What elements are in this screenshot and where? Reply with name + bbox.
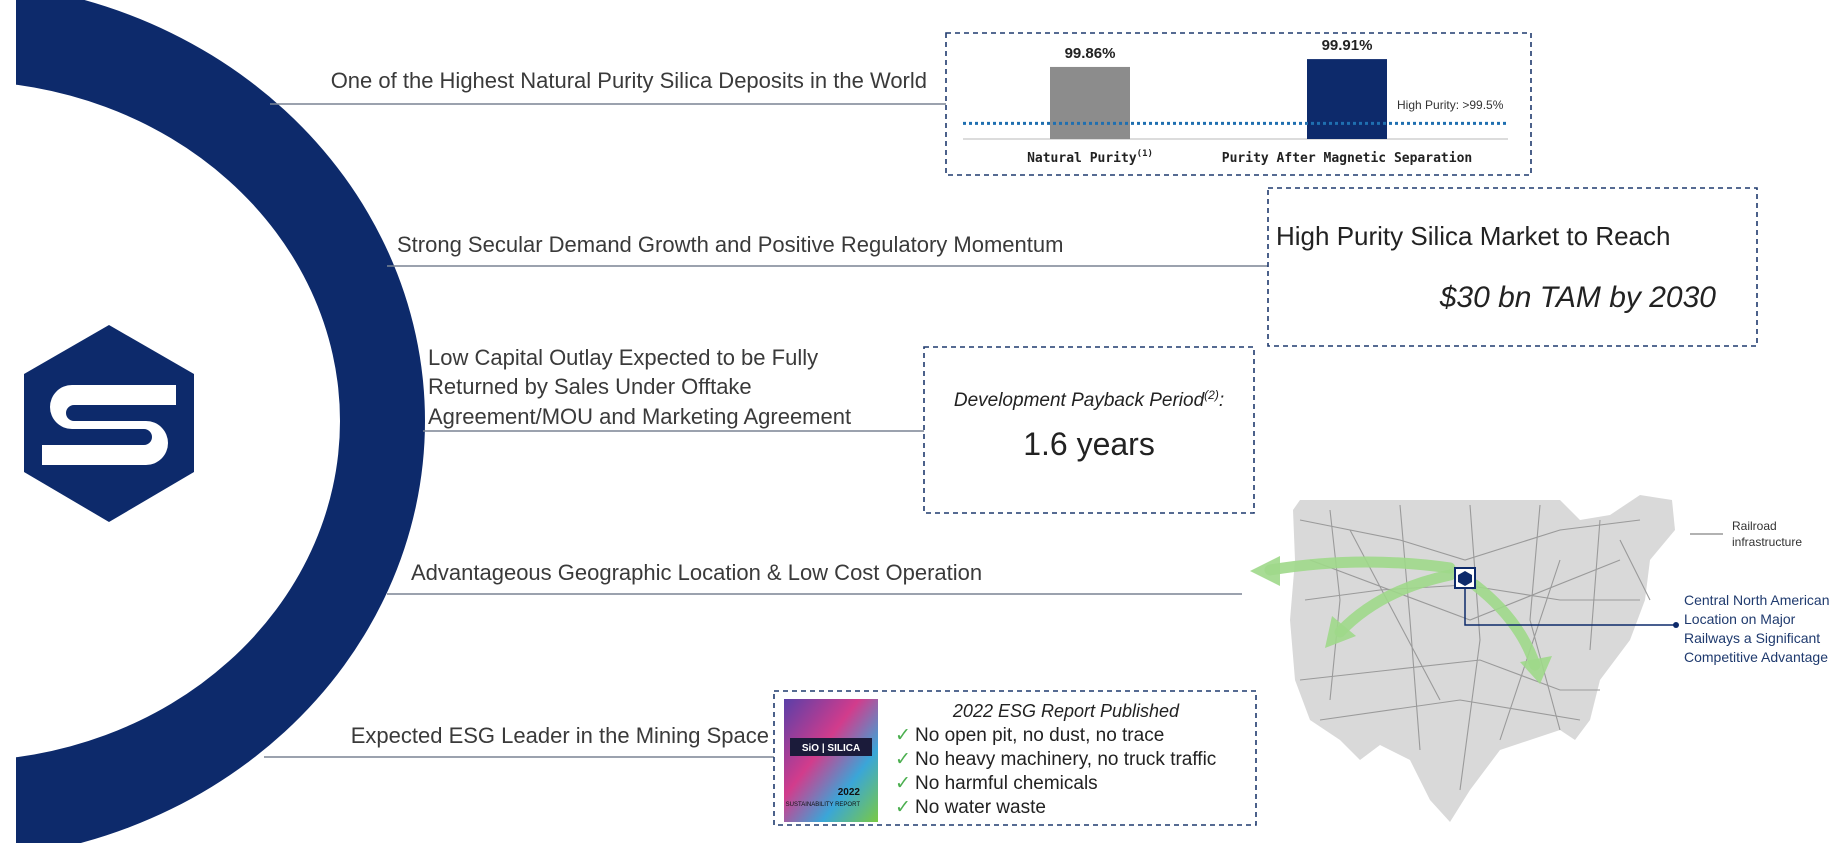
- legend-text: Railroad: [1732, 519, 1777, 533]
- callout-line: [1464, 588, 1676, 626]
- check-icon: ✓: [895, 773, 911, 794]
- arrow-head: [1325, 616, 1356, 648]
- item-text: Low Capital Outlay Expected to be Fully: [428, 345, 818, 370]
- chart-box: [945, 32, 1532, 176]
- legend-text: infrastructure: [1732, 535, 1802, 549]
- map: Railroad infrastructure Central North Am…: [1250, 495, 1830, 822]
- bullet-text: No harmful chemicals: [915, 773, 1098, 794]
- tam-value: $30 bn TAM by 2030: [1439, 281, 1717, 314]
- arrow-head: [1520, 656, 1552, 684]
- item-text: Advantageous Geographic Location & Low C…: [411, 560, 982, 585]
- payback-label-text: Development Payback Period: [954, 390, 1206, 411]
- navy-arc: [0, 0, 425, 843]
- callout-text: Central North American: [1684, 592, 1830, 608]
- check-icon: ✓: [895, 749, 911, 770]
- punctuation: :: [1219, 390, 1224, 411]
- item-text: Expected ESG Leader in the Mining Space: [351, 723, 769, 748]
- cover-brand: SiO | SILICA: [802, 743, 860, 754]
- arrow: [1264, 556, 1456, 576]
- report-cover: [784, 699, 878, 822]
- cover-subtitle: SUSTAINABILITY REPORT: [786, 802, 861, 808]
- bar: [1307, 59, 1387, 139]
- logo-s: [42, 385, 176, 465]
- item-text: Strong Secular Demand Growth and Positiv…: [397, 232, 1063, 257]
- value-label: 99.91%: [1322, 37, 1373, 54]
- callout-text: Location on Major: [1684, 611, 1796, 627]
- tam-box: [1267, 187, 1758, 347]
- payback-label: Development Payback Period(2):: [954, 388, 1224, 411]
- bullet-text: No open pit, no dust, no trace: [915, 725, 1164, 746]
- threshold-label: High Purity: >99.5%: [1397, 98, 1504, 112]
- check-icon: ✓: [895, 797, 911, 818]
- arrow-head: [1250, 556, 1280, 586]
- bullet-text: No heavy machinery, no truck traffic: [915, 749, 1216, 770]
- payback-value: 1.6 years: [1023, 426, 1155, 462]
- bar: [1050, 66, 1130, 139]
- purity-chart: 99.86% Natural Purity(1) 99.91% Purity Afte…: [963, 37, 1508, 166]
- cover-band: [790, 738, 872, 756]
- payback-box: [923, 346, 1255, 514]
- item-text: One of the Highest Natural Purity Silica…: [331, 68, 927, 93]
- esg-title: 2022 ESG Report Published: [952, 701, 1180, 721]
- arrow: [1334, 569, 1456, 638]
- category-label: Purity After Magnetic Separation: [1222, 151, 1472, 166]
- footnote: (2): [1204, 388, 1219, 402]
- callout-text: Competitive Advantage: [1684, 649, 1828, 665]
- edge-mask: [0, 0, 16, 843]
- bullet-text: No water waste: [915, 797, 1046, 818]
- item-text: Returned by Sales Under Offtake: [428, 374, 752, 399]
- footnote: (1): [1137, 149, 1153, 159]
- tam-heading: High Purity Silica Market to Reach: [1276, 221, 1670, 251]
- callout-dot: [1673, 622, 1679, 628]
- category-text: Natural Purity: [1027, 151, 1137, 166]
- callout-text: Railways a Significant: [1684, 630, 1820, 646]
- site-icon-hex: [1458, 571, 1472, 586]
- us-map: [1290, 495, 1675, 822]
- arrow: [1469, 579, 1541, 671]
- category-label: Natural Purity(1): [1027, 149, 1153, 166]
- category-text: Purity After Magnetic Separation: [1222, 151, 1472, 166]
- item-text: Agreement/MOU and Marketing Agreement: [428, 404, 851, 429]
- esg-bullets: ✓ No open pit, no dust, no trace✓ No heavy…: [895, 725, 1216, 818]
- value-label: 99.86%: [1065, 45, 1116, 62]
- check-icon: ✓: [895, 725, 911, 746]
- cover-year: 2022: [838, 787, 861, 798]
